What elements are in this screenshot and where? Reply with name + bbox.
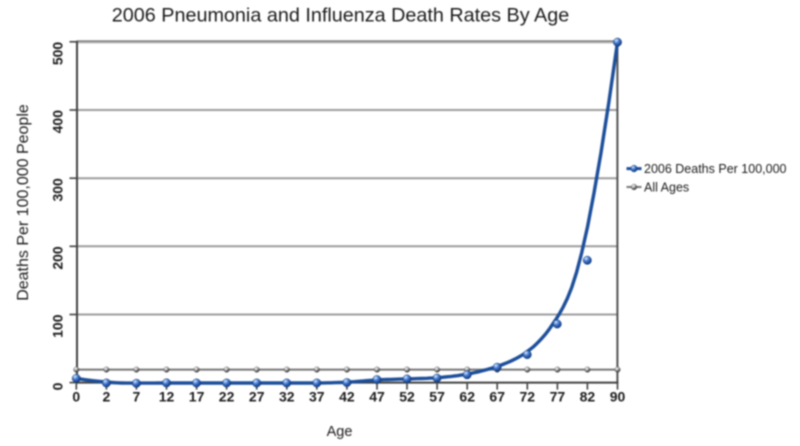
svg-text:77: 77 [550,389,566,405]
svg-text:Age: Age [327,424,353,440]
svg-text:27: 27 [249,389,265,405]
svg-text:37: 37 [309,389,325,405]
svg-text:22: 22 [219,389,235,405]
svg-text:52: 52 [399,389,415,405]
svg-text:47: 47 [369,389,385,405]
svg-text:17: 17 [189,389,205,405]
svg-text:500: 500 [50,42,66,66]
svg-text:67: 67 [489,389,505,405]
svg-text:0: 0 [50,382,66,390]
svg-text:57: 57 [429,389,445,405]
svg-text:7: 7 [133,389,141,405]
svg-text:12: 12 [159,389,175,405]
svg-text:All Ages: All Ages [644,181,689,195]
svg-text:Deaths Per 100,000 People: Deaths Per 100,000 People [15,104,32,301]
svg-text:200: 200 [50,246,66,270]
svg-text:82: 82 [580,389,596,405]
svg-text:2006 Pneumonia and Influenza D: 2006 Pneumonia and Influenza Death Rates… [112,5,570,27]
svg-text:90: 90 [610,389,626,405]
svg-text:72: 72 [520,389,536,405]
svg-text:2: 2 [103,389,111,405]
svg-text:0: 0 [72,389,80,405]
svg-text:32: 32 [279,389,295,405]
svg-text:400: 400 [50,110,66,134]
svg-text:42: 42 [339,389,355,405]
svg-text:300: 300 [50,178,66,202]
svg-text:2006 Deaths Per 100,000: 2006 Deaths Per 100,000 [644,162,787,176]
svg-text:100: 100 [50,314,66,338]
svg-text:62: 62 [459,389,475,405]
